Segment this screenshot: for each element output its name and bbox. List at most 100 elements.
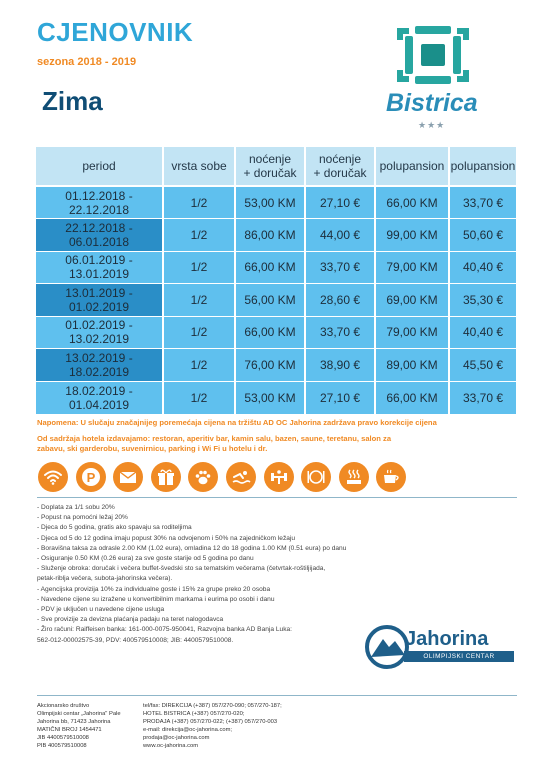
col-header-bb-eur: noćenje + doručak [304,145,376,187]
col-header-bb-km: noćenje + doručak [234,145,306,187]
price-cell: 79,00 KM [374,250,450,284]
price-cell: 44,00 € [304,218,376,251]
list-item: - Služenje obroka: doručak i večera buff… [37,565,326,573]
price-cell: 27,10 € [304,185,376,219]
contact-line: tel/fax: DIREKCIJA (+387) 057/270-090; 0… [143,703,282,709]
jahorina-tagline: OLIMPIJSKI CENTAR [404,651,514,662]
price-cell: 40,40 € [448,315,518,349]
period-cell: 01.02.2019 - 13.02.2019 [34,315,164,349]
table-row: 13.02.2019 - 18.02.2019 1/2 76,00 KM 38,… [34,348,518,381]
list-item: - Doplata za 1/1 sobu 20% [37,504,115,511]
price-cell: 35,30 € [448,283,518,316]
room-cell: 1/2 [162,250,236,284]
company-line: PIB 400579510008 [37,743,87,749]
company-line: Olimpijski centar „Jahorina" Pale [37,711,121,717]
contact-email[interactable]: e-mail: direkcija@oc-jahorina.com; [143,727,233,733]
contact-info: tel/fax: DIREKCIJA (+387) 057/270-090; 0… [143,702,333,750]
company-line: Jahorina bb, 71423 Jahorina [37,719,111,725]
room-cell: 1/2 [162,283,236,316]
website-link[interactable]: www.oc-jahorina.com [143,743,199,749]
hotel-stars: ★★★ [418,120,446,130]
svg-text:P: P [86,470,95,485]
swimming-icon [225,462,256,492]
list-item: - Djeca do 5 godina, gratis ako spavaju … [37,524,192,532]
period-cell: 13.02.2019 - 18.02.2019 [34,348,164,381]
price-cell: 86,00 KM [234,218,306,251]
period-cell: 13.01.2019 - 01.02.2019 [34,283,164,316]
price-cell: 89,00 KM [374,348,450,381]
company-line: Akcionarsko društvo [37,703,90,709]
table-row: 06.01.2019 - 13.01.2019 1/2 66,00 KM 33,… [34,250,518,284]
mail-icon [113,462,144,492]
list-item: - Djeca od 5 do 12 godina imaju popust 3… [37,534,296,542]
footer-divider [37,695,517,696]
list-item: 562-012-00002575-39, PDV: 400579510008; … [37,636,234,644]
price-cell: 33,70 € [448,380,518,414]
price-cell: 66,00 KM [234,250,306,284]
table-row: 13.01.2019 - 01.02.2019 1/2 56,00 KM 28,… [34,283,518,316]
company-info: Akcionarsko društvo Olimpijski centar „J… [37,702,147,750]
list-item: - Osiguranje 0.50 KM (0.26 eura) za sve … [37,555,254,563]
price-cell: 28,60 € [304,283,376,316]
room-cell: 1/2 [162,348,236,381]
table-row: 18.02.2019 - 01.04.2019 1/2 53,00 KM 27,… [34,380,518,414]
info-list: - Doplata za 1/1 sobu 20% - Popust na po… [37,503,362,646]
price-cell: 40,40 € [448,250,518,284]
contact-line: HOTEL BISTRICA (+387) 057/270-020; [143,711,245,717]
price-cell: 38,90 € [304,348,376,381]
col-header-hb-km: polupansion [374,145,450,187]
contact-line: PRODAJA (+387) 057/270-022; (+387) 057/2… [143,719,278,725]
page-title: CJENOVNIK [37,17,194,47]
price-table: period vrsta sobe noćenje + doručak noće… [34,145,518,414]
price-cell: 45,50 € [448,348,518,381]
company-line: JIB 4400579510008 [37,735,89,741]
list-item: petak-riblja večera, subota-jahorinska v… [37,575,173,583]
wifi-icon [38,462,68,492]
price-cell: 33,70 € [304,250,376,284]
room-cell: 1/2 [162,380,236,414]
room-cell: 1/2 [162,185,236,219]
table-row: 01.02.2019 - 13.02.2019 1/2 66,00 KM 33,… [34,315,518,349]
gift-icon [150,462,181,492]
price-cell: 69,00 KM [374,283,450,316]
period-cell: 06.01.2019 - 13.01.2019 [34,250,164,284]
paw-icon [188,462,219,492]
price-cell: 99,00 KM [374,218,450,251]
col-header-period: period [34,145,164,187]
table-row: 01.12.2018 - 22.12.2018 1/2 53,00 KM 27,… [34,185,518,219]
price-cell: 66,00 KM [374,185,450,219]
period-cell: 18.02.2019 - 01.04.2019 [34,380,164,414]
fitness-icon [263,462,294,492]
list-item: - Navedene cijene su izražene u konverti… [37,595,275,603]
table-row: 22.12.2018 - 06.01.2018 1/2 86,00 KM 44,… [34,218,518,251]
company-line: MATIČNI BROJ 1454471 [37,727,102,733]
col-header-hb-eur: polupansion [448,145,518,187]
restaurant-icon [301,462,332,492]
price-note: Napomena: U slučaju značajnijeg poremeća… [37,418,437,427]
jahorina-mountain-icon [365,625,409,669]
list-item: - Popust na pomoćni ležaj 20% [37,514,128,522]
contact-email[interactable]: prodaja@oc-jahorina.com [143,735,210,741]
list-item: - PDV je uključen u navedene cijene uslu… [37,606,165,614]
divider [37,497,517,498]
list-item: - Boravišna taksa za odrasle 2.00 KM (1.… [37,544,347,552]
sauna-icon [338,462,369,492]
jahorina-brand-text: Jahorina [405,628,489,650]
coffee-icon [376,462,407,492]
list-item: - Sve provizije za devizna plaćanja pada… [37,616,224,624]
room-cell: 1/2 [162,315,236,349]
bistrica-brand-text: Bistrica [386,89,478,117]
price-cell: 27,10 € [304,380,376,414]
price-cell: 33,70 € [448,185,518,219]
price-cell: 53,00 KM [234,185,306,219]
price-cell: 53,00 KM [234,380,306,414]
parking-icon: P [75,462,106,492]
col-header-room-type: vrsta sobe [162,145,236,187]
section-title: Zima [42,86,103,116]
room-cell: 1/2 [162,218,236,251]
price-cell: 50,60 € [448,218,518,251]
price-cell: 66,00 KM [374,380,450,414]
price-cell: 79,00 KM [374,315,450,349]
amenities-text: Od sadržaja hotela izdavajamo: restoran,… [37,434,392,453]
price-table-header: period vrsta sobe noćenje + doručak noće… [34,145,518,187]
